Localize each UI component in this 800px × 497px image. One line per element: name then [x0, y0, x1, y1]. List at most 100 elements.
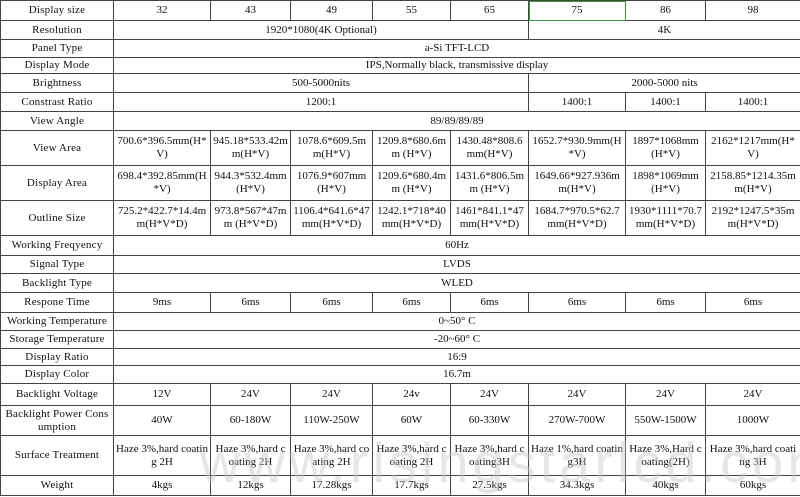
cell: 1400:1 [705, 92, 800, 112]
cell: 945.18*533.42mm(H*V) [210, 130, 291, 166]
row-outline: Outline Size 725.2*422.7*14.4mm(H*V*D) 973… [0, 200, 800, 236]
cell: 40W [113, 405, 211, 436]
row-label: Display Ratio [0, 348, 114, 366]
cell: 698.4*392.85mm(H*V) [113, 165, 211, 201]
row-weight: Weight 4kgs 12kgs 17.28kgs 17.7kgs 27.5kgs 34.… [0, 475, 800, 496]
cell: 60kgs [705, 475, 800, 496]
cell: IPS,Normally black, transmissive display [113, 57, 800, 74]
cell: 24V [290, 383, 373, 406]
cell: Haze 3%,hard coating 2H [210, 435, 291, 476]
cell: 17.28kgs [290, 475, 373, 496]
row-ratio: Display Ratio 16:9 [0, 348, 800, 366]
cell: 24V [210, 383, 291, 406]
row-label: Panel Type [0, 39, 114, 58]
cell: 110W-250W [290, 405, 373, 436]
cell: Haze 3%,hard coating3H [450, 435, 529, 476]
row-resolution: Resolution 1920*1080(4K Optional) 4K [0, 20, 800, 40]
row-label: Display Area [0, 165, 114, 201]
row-label: Surface Treatment [0, 435, 114, 476]
cell: 1430.48*808.6mm(H*V) [450, 130, 529, 166]
row-label: Constrast Ratio [0, 92, 114, 112]
cell: 1242.1*718*40mm(H*V*D) [372, 200, 451, 236]
row-storage_temp: Storage Temperature -20~60° C [0, 330, 800, 349]
cell: 24v [372, 383, 451, 406]
cell: 34.3kgs [528, 475, 626, 496]
cell: 550W-1500W [625, 405, 706, 436]
cell: 6ms [210, 292, 291, 313]
cell: Haze 3%,hard coating 2H [113, 435, 211, 476]
row-response: Respone Time 9ms 6ms 6ms 6ms 6ms 6ms 6ms 6ms [0, 292, 800, 313]
cell: 16:9 [113, 348, 800, 366]
cell: 9ms [113, 292, 211, 313]
cell: 1076.9*607mm(H*V) [290, 165, 373, 201]
cell: 6ms [372, 292, 451, 313]
row-brightness: Brightness 500-5000nits 2000-5000 nits [0, 73, 800, 93]
cell: 49 [290, 0, 373, 21]
cell: 6ms [528, 292, 626, 313]
cell: 1431.6*806.5mm (H*V) [450, 165, 529, 201]
cell: 43 [210, 0, 291, 21]
cell: a-Si TFT-LCD [113, 39, 800, 58]
cell: Haze 3%,hard coating 2H [290, 435, 373, 476]
cell: 1461*841.1*47mm(H*V*D) [450, 200, 529, 236]
cell: 6ms [290, 292, 373, 313]
row-backlight: Backlight Type WLED [0, 273, 800, 293]
cell: Haze 3%,hard coating 3H [705, 435, 800, 476]
cell: 17.7kgs [372, 475, 451, 496]
cell: 1652.7*930.9mm(H*V) [528, 130, 626, 166]
cell: 12kgs [210, 475, 291, 496]
cell: 973.8*567*47mm (H*V*D) [210, 200, 291, 236]
row-panel: Panel Type a-Si TFT-LCD [0, 39, 800, 58]
cell: 2158.85*1214.35mm(H*V) [705, 165, 800, 201]
row-angle: View Angle 89/89/89/89 [0, 111, 800, 131]
row-label: Display Mode [0, 57, 114, 74]
cell: 75 [528, 0, 626, 21]
row-display_area: Display Area 698.4*392.85mm(H*V) 944.3*532… [0, 165, 800, 201]
cell: 4K [528, 20, 800, 40]
cell: 2162*1217mm(H*V) [705, 130, 800, 166]
cell: 60W [372, 405, 451, 436]
cell: WLED [113, 273, 800, 293]
cell: 60Hz [113, 235, 800, 256]
row-label: Storage Temperature [0, 330, 114, 349]
cell: 86 [625, 0, 706, 21]
cell: 0~50° C [113, 312, 800, 331]
cell: 24V [450, 383, 529, 406]
row-label: Brightness [0, 73, 114, 93]
cell: 1400:1 [625, 92, 706, 112]
cell: 4kgs [113, 475, 211, 496]
cell: 32 [113, 0, 211, 21]
row-label: Resolution [0, 20, 114, 40]
row-label: Backlight Type [0, 273, 114, 293]
row-signal: Signal Type LVDS [0, 255, 800, 274]
cell: 6ms [625, 292, 706, 313]
row-surface: Surface Treatment Haze 3%,hard coating 2H… [0, 435, 800, 476]
cell: 24V [705, 383, 800, 406]
cell: 500-5000nits [113, 73, 529, 93]
cell: 1106.4*641.6*47mm(H*V*D) [290, 200, 373, 236]
cell: 2192*1247.5*35mm(H*V*D) [705, 200, 800, 236]
cell: 700.6*396.5mm(H*V) [113, 130, 211, 166]
cell: 1200:1 [113, 92, 529, 112]
cell: 1209.6*680.4mm (H*V) [372, 165, 451, 201]
row-label: Backlight Voltage [0, 383, 114, 406]
cell: 65 [450, 0, 529, 21]
row-label: Signal Type [0, 255, 114, 274]
cell: 1209.8*680.6mm (H*V) [372, 130, 451, 166]
cell: 1078.6*609.5mm(H*V) [290, 130, 373, 166]
cell: 1400:1 [528, 92, 626, 112]
row-label: Display size [0, 0, 114, 21]
cell: LVDS [113, 255, 800, 274]
row-label: Working Freqyency [0, 235, 114, 256]
row-view_area: View Area 700.6*396.5mm(H*V) 945.18*533.42… [0, 130, 800, 166]
cell: 1930*1111*70.7mm(H*V*D) [625, 200, 706, 236]
cell: 24V [625, 383, 706, 406]
cell: 12V [113, 383, 211, 406]
row-size: Display size 32 43 49 55 65 75 86 98 [0, 0, 800, 21]
row-label: View Angle [0, 111, 114, 131]
cell: 27.5kgs [450, 475, 529, 496]
cell: 6ms [450, 292, 529, 313]
cell: 725.2*422.7*14.4mm(H*V*D) [113, 200, 211, 236]
cell: 89/89/89/89 [113, 111, 800, 131]
